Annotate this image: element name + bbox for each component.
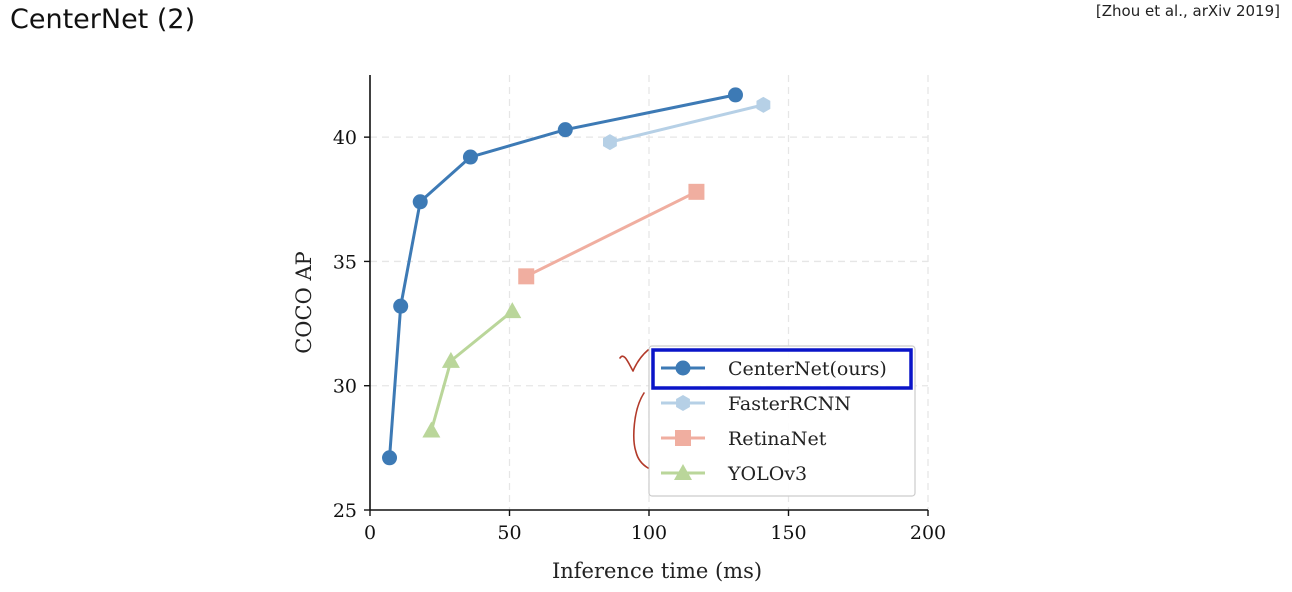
data-point-retinanet [518,268,535,285]
x-tick-label: 200 [910,522,946,544]
legend-label: YOLOv3 [727,463,807,485]
legend-label: CenterNet(ours) [728,358,887,380]
legend-label: FasterRCNN [728,393,851,415]
series-line-centernet [388,93,736,458]
x-tick-label: 100 [631,522,667,544]
legend-frame [648,345,916,497]
series-retinanet [518,183,705,285]
slide-title: CenterNet (2) [10,4,196,35]
series-line-yolov3 [429,309,514,431]
series-yolov3 [422,302,522,438]
handwritten-bracket [633,392,649,469]
data-point-centernet [412,194,428,210]
data-point-retinanet [688,183,705,200]
legend-item-centernet: CenterNet(ours) [661,358,887,380]
ticks-layer: 0 50 100 150 200 25 30 35 40 [333,127,946,544]
x-tick-label: 0 [364,522,376,544]
legend-swatch-marker [675,430,691,446]
data-point-fasterrcnn [756,96,771,113]
data-point-fasterrcnn [603,134,617,151]
legend-items: CenterNet(ours) FasterRCNN RetinaNet YOLOv3 [661,358,887,485]
x-tick-label: 50 [497,522,521,544]
data-point-centernet [393,298,409,314]
data-point-centernet [727,87,743,103]
x-tick-label: 150 [770,522,806,544]
data-point-yolov3 [441,351,460,368]
legend-item-retinanet: RetinaNet [661,428,827,450]
series-layer [382,87,771,466]
series-line-retinanet [525,190,698,278]
legend-item-yolov3: YOLOv3 [661,463,807,485]
legend-label: RetinaNet [728,428,827,450]
series-fasterrcnn [603,96,771,151]
legend-swatch-marker [676,395,690,411]
handwritten-annotations [619,349,649,469]
y-tick-label: 35 [333,251,357,273]
legend-swatch-marker [674,464,692,480]
data-point-yolov3 [422,421,441,438]
series-line-fasterrcnn [609,103,764,144]
citation: [Zhou et al., arXiv 2019] [1095,2,1280,20]
y-axis-title: COCO AP [292,251,316,354]
legend-item-fasterrcnn: FasterRCNN [661,393,851,415]
series-centernet [382,87,743,466]
legend-swatch-marker [675,360,691,376]
data-point-centernet [557,122,573,138]
y-tick-label: 40 [333,127,357,149]
data-point-centernet [462,149,478,165]
x-axis-title: Inference time (ms) [552,559,762,583]
handwritten-checkmark [619,349,649,372]
y-tick-label: 30 [333,376,357,398]
legend-highlight-box [651,348,913,390]
legend: CenterNet(ours) FasterRCNN RetinaNet YOLOv3 [648,345,916,497]
y-tick-label: 25 [333,500,357,522]
data-point-yolov3 [503,302,522,319]
data-point-centernet [382,450,398,466]
